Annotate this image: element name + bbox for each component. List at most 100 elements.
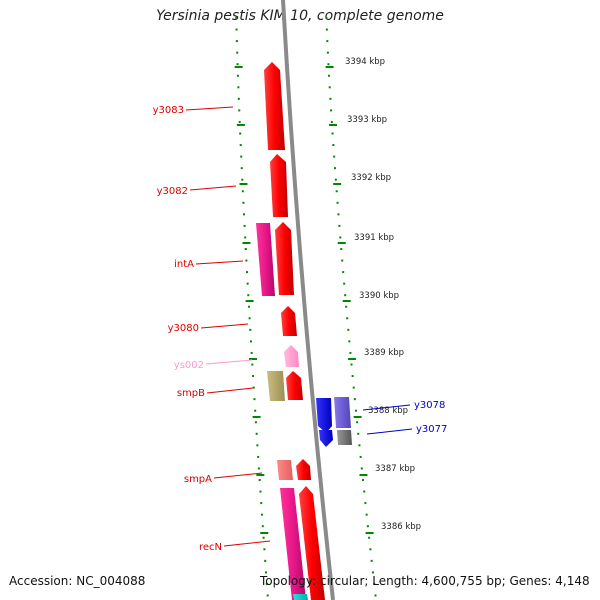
- gene-y3078[interactable]: [316, 398, 332, 433]
- tick-dot: [244, 248, 247, 250]
- gene-y3077-gray[interactable]: [337, 430, 352, 445]
- leader-y3083: [185, 106, 234, 111]
- tick-dot: [256, 444, 259, 447]
- gene-label-y3080[interactable]: y3080: [168, 323, 199, 334]
- tick-dot: [249, 340, 252, 343]
- gene-label-ys002[interactable]: ys002: [174, 360, 204, 371]
- tick-dot: [249, 328, 252, 331]
- gene-label-smpa[interactable]: smpA: [184, 474, 212, 485]
- gene-y3083[interactable]: [264, 62, 285, 150]
- gene-label-y3082[interactable]: y3082: [157, 186, 188, 197]
- tick-dot: [239, 144, 242, 147]
- kbp-label: 3390 kbp: [359, 291, 399, 301]
- tick-dot: [359, 455, 362, 458]
- kbp-label: 3391 kbp: [354, 233, 394, 243]
- tick-dot: [255, 432, 258, 435]
- major-tick: [333, 183, 342, 185]
- tick-dot: [244, 236, 247, 239]
- gene-recn[interactable]: [299, 486, 325, 600]
- gene-label-inta[interactable]: intA: [174, 259, 194, 270]
- map-title: Yersinia pestis KIM 10, complete genome: [156, 8, 444, 24]
- gene-inta[interactable]: [275, 222, 294, 295]
- tick-dot: [352, 386, 355, 389]
- tick-dot: [246, 271, 249, 274]
- gene-y3078-purple[interactable]: [334, 397, 351, 428]
- tick-dot: [357, 432, 360, 435]
- tick-dot: [266, 594, 269, 597]
- tick-dot: [330, 109, 333, 112]
- tick-dot: [356, 421, 359, 424]
- tick-dot: [351, 375, 354, 378]
- major-tick: [239, 183, 248, 185]
- tick-dot: [366, 525, 369, 528]
- tick-dot: [242, 213, 245, 216]
- tick-dot: [257, 455, 260, 458]
- tick-dot: [348, 340, 351, 343]
- tick-dot: [252, 386, 255, 389]
- tick-dot: [238, 120, 241, 123]
- tick-dot: [236, 51, 239, 54]
- tick-dot: [332, 144, 335, 147]
- tick-dot: [259, 490, 262, 493]
- major-tick: [337, 242, 346, 244]
- tick-dot: [258, 479, 261, 481]
- gene-ys002[interactable]: [284, 345, 299, 367]
- major-tick: [325, 66, 334, 68]
- leader-y3078: [362, 404, 411, 411]
- tick-dot: [245, 259, 248, 262]
- accession-text: Accession: NC_004088: [9, 574, 146, 588]
- tick-dot: [237, 86, 240, 89]
- tick-dot: [363, 490, 366, 493]
- tick-dot: [353, 398, 356, 401]
- tick-dot: [252, 375, 255, 378]
- major-tick: [236, 124, 245, 126]
- tick-dot: [364, 502, 367, 505]
- major-tick: [242, 242, 251, 244]
- gene-bottom-cyan[interactable]: [293, 594, 308, 600]
- tick-dot: [342, 271, 345, 274]
- tick-dot: [345, 305, 348, 308]
- tick-dot: [336, 201, 339, 204]
- gene-label-y3078[interactable]: y3078: [414, 400, 445, 411]
- tick-dot: [325, 17, 328, 19]
- leader-smpa: [213, 472, 263, 479]
- tick-dot: [247, 294, 250, 297]
- gene-label-y3083[interactable]: y3083: [153, 105, 184, 116]
- tick-dot: [263, 548, 266, 551]
- gene-label-recn[interactable]: recN: [199, 542, 222, 553]
- tick-marks: [234, 17, 377, 597]
- gene-label-y3077[interactable]: y3077: [416, 424, 447, 435]
- gene-label-smpb[interactable]: smpB: [177, 388, 205, 399]
- tick-dot: [235, 40, 238, 43]
- tick-dot: [260, 502, 263, 505]
- leader-ys002: [205, 359, 253, 365]
- tick-dot: [254, 421, 257, 424]
- major-tick: [353, 416, 362, 418]
- gene-recn-alt[interactable]: [280, 488, 306, 600]
- gene-y3077[interactable]: [319, 430, 333, 447]
- gene-y3080[interactable]: [281, 306, 297, 336]
- gene-smpb-olive[interactable]: [267, 371, 285, 401]
- tick-dot: [370, 559, 373, 562]
- gene-y3082[interactable]: [270, 154, 288, 217]
- tick-dot: [254, 409, 257, 412]
- kbp-label: 3388 kbp: [368, 406, 408, 416]
- tick-dot: [247, 305, 250, 308]
- tick-dot: [242, 201, 245, 204]
- leader-y3080: [200, 323, 249, 329]
- tick-dot: [253, 398, 256, 401]
- tick-dot: [360, 467, 363, 470]
- tick-dot: [250, 351, 253, 354]
- tick-dot: [349, 351, 352, 354]
- tick-dot: [265, 571, 268, 574]
- gene-smpa[interactable]: [296, 459, 311, 480]
- major-tick: [234, 66, 243, 68]
- gene-inta-alt[interactable]: [256, 223, 275, 296]
- tick-dot: [239, 132, 242, 135]
- tick-dot: [337, 213, 340, 216]
- gene-smpb[interactable]: [286, 371, 303, 400]
- tick-dot: [374, 594, 377, 597]
- gene-smpa-salmon[interactable]: [277, 460, 293, 480]
- tick-dot: [241, 190, 244, 193]
